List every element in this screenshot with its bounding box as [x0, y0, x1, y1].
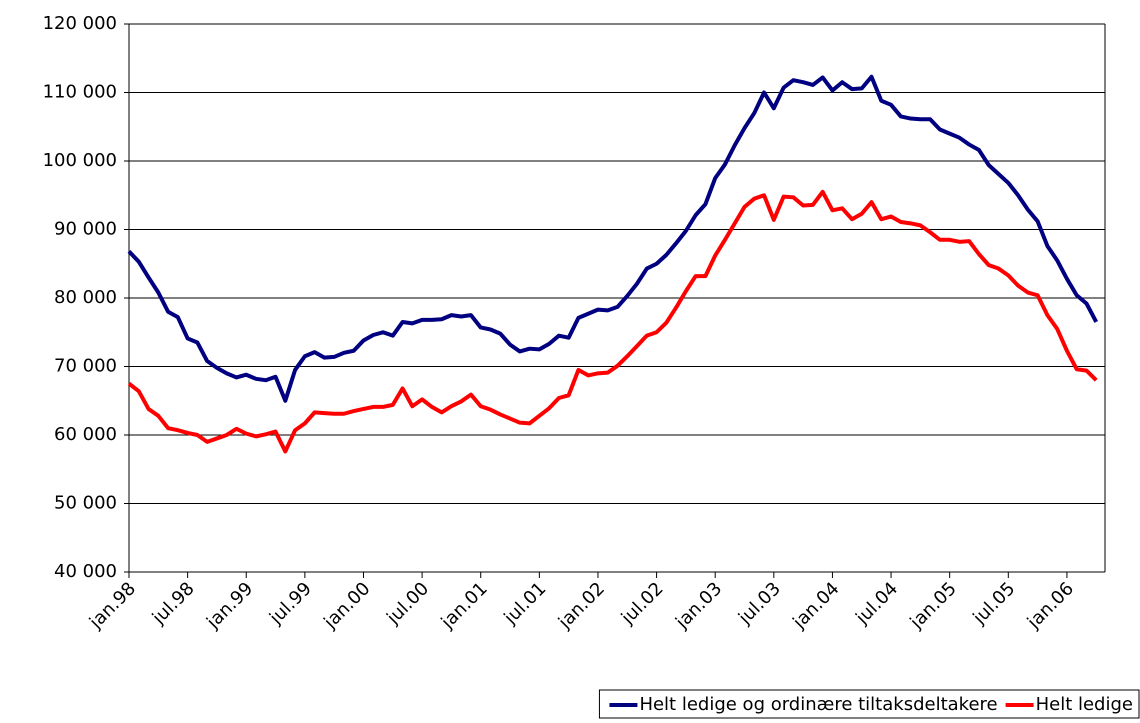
y-tick-label: 100 000 — [43, 150, 117, 171]
y-tick-label: 60 000 — [54, 424, 117, 445]
y-tick-label: 120 000 — [43, 13, 117, 34]
x-tick-label: jul.00 — [382, 578, 433, 629]
legend-label: Helt ledige — [1036, 694, 1133, 715]
x-tick-label: jul.99 — [265, 578, 316, 629]
x-tick-label: jul.01 — [499, 578, 550, 629]
x-tick-label: jan.04 — [788, 578, 843, 633]
series-line — [127, 189, 1098, 454]
x-tick-label: jul.02 — [617, 578, 668, 629]
x-tick-label: jul.04 — [851, 578, 902, 629]
x-tick-label: jan.99 — [202, 578, 257, 633]
legend-box — [598, 689, 1140, 719]
x-tick-label: jan.05 — [906, 578, 961, 633]
y-tick-label: 110 000 — [43, 82, 117, 103]
y-tick-label: 40 000 — [54, 561, 117, 582]
y-tick-label: 50 000 — [54, 493, 117, 514]
legend-label: Helt ledige og ordinære tiltaksdeltakere — [639, 694, 997, 715]
x-tick-label: jan.01 — [437, 578, 492, 633]
x-tick-label: jan.98 — [85, 578, 140, 633]
x-tick-label: jan.06 — [1023, 578, 1078, 633]
y-tick-label: 80 000 — [54, 287, 117, 308]
x-tick-label: jul.05 — [968, 578, 1019, 629]
x-tick-label: jan.02 — [554, 578, 609, 633]
y-tick-label: 70 000 — [54, 356, 117, 377]
legend: Helt ledige og ordinære tiltaksdeltakere… — [598, 689, 1140, 719]
x-tick-label: jan.03 — [671, 578, 726, 633]
x-tick-label: jan.00 — [319, 578, 374, 633]
series-line — [127, 74, 1098, 403]
x-tick-label: jul.98 — [148, 578, 199, 629]
y-tick-label: 90 000 — [54, 219, 117, 240]
x-tick-label: jul.03 — [734, 578, 785, 629]
